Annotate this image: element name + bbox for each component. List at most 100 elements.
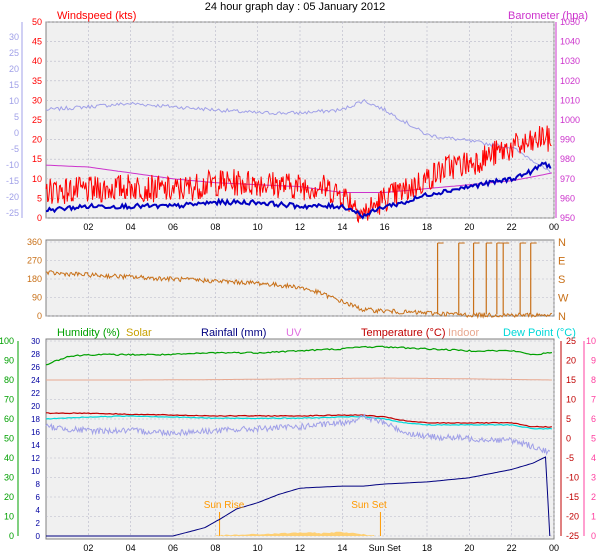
direction-tick: 0 xyxy=(37,311,42,321)
rain-tick: 20 xyxy=(31,402,40,411)
x-tick-label: 02 xyxy=(83,543,93,553)
compass-tick: W xyxy=(558,293,569,305)
humidity-label: Humidity (%) xyxy=(57,327,120,339)
x-tick-label: 22 xyxy=(507,222,517,232)
x-tick-label: 12 xyxy=(295,543,305,553)
rain-tick: 26 xyxy=(31,363,40,372)
temp-tick: -25 xyxy=(566,531,579,541)
temperature-tick: -10 xyxy=(6,160,19,170)
barometer-tick: 1010 xyxy=(560,95,580,105)
x-tick-label: 12 xyxy=(295,222,305,232)
uv-tick: 5 xyxy=(591,434,596,444)
windspeed-tick: 40 xyxy=(32,56,42,66)
temp-tick: 0 xyxy=(566,434,571,444)
temp-tick: 15 xyxy=(566,375,576,385)
barometer-tick: 980 xyxy=(560,154,575,164)
compass-tick: S xyxy=(558,274,565,286)
barometer-tick: 990 xyxy=(560,135,575,145)
rain-tick: 10 xyxy=(31,467,40,476)
windspeed-axis-title: Windspeed (kts) xyxy=(57,10,136,22)
humidity-series xyxy=(45,345,553,366)
uv-label: UV xyxy=(286,327,302,339)
windspeed-tick: 25 xyxy=(32,115,42,125)
barometer-tick: 950 xyxy=(560,213,575,223)
temperature-tick: 0 xyxy=(14,128,19,138)
humidity-tick: 40 xyxy=(4,453,14,463)
temp-tick: -20 xyxy=(566,512,579,522)
windspeed-series xyxy=(45,125,552,224)
uv-tick: 0 xyxy=(591,531,596,541)
x-tick-label: 06 xyxy=(168,222,178,232)
sun-set-label: Sun Set xyxy=(351,500,387,511)
windspeed-tick: 45 xyxy=(32,37,42,47)
barometer-tick: 1020 xyxy=(560,76,580,86)
compass-tick: E xyxy=(558,256,565,268)
rain-tick: 18 xyxy=(31,415,40,424)
solar-label: Solar xyxy=(126,327,152,339)
temperature-panel-axes: 0 -25 010 -20 120 -15 230 -10 340 -5 450 0 560 5 670 10… xyxy=(0,336,596,553)
barometer-tick: 1050 xyxy=(560,17,580,27)
barometer-tick: 1040 xyxy=(560,37,580,47)
barometer-series xyxy=(45,164,553,193)
x-tick-label: 18 xyxy=(422,543,432,553)
x-tick-label: 02 xyxy=(83,222,93,232)
uv-tick: 2 xyxy=(591,492,596,502)
direction-tick: 180 xyxy=(27,274,42,284)
indoor-label: Indoor xyxy=(448,327,480,339)
rain-tick: 30 xyxy=(31,337,40,346)
wind-direction-panel: 0 N 90 W 180 S 270 E 360 N xyxy=(27,237,569,323)
x-tick-label: Sun Set xyxy=(369,543,402,553)
windspeed-tick: 35 xyxy=(32,76,42,86)
temp-tick: -15 xyxy=(566,492,579,502)
rainfall-label: Rainfall (mm) xyxy=(201,327,266,339)
temp-tick: -10 xyxy=(566,473,579,483)
rain-tick: 24 xyxy=(31,376,40,385)
temperature-tick: 25 xyxy=(9,48,19,58)
wind-direction-series xyxy=(45,242,552,320)
humidity-tick: 30 xyxy=(4,473,14,483)
rain-tick: 6 xyxy=(36,493,41,502)
humidity-tick: 100 xyxy=(0,336,14,346)
humidity-tick: 70 xyxy=(4,395,14,405)
x-tick-label: 20 xyxy=(464,222,474,232)
barometer-tick: 960 xyxy=(560,193,575,203)
temp-tick: 25 xyxy=(566,336,576,346)
x-tick-label: 08 xyxy=(210,222,220,232)
windspeed-tick: 20 xyxy=(32,135,42,145)
x-tick-label: 22 xyxy=(507,543,517,553)
rainfall-series xyxy=(46,456,551,537)
direction-tick: 360 xyxy=(27,237,42,247)
temperature-tick: -20 xyxy=(6,192,19,202)
x-tick-label: 00 xyxy=(549,222,559,232)
windspeed-tick: 50 xyxy=(32,17,42,27)
temperature-label: Temperature (°C) xyxy=(361,327,445,339)
direction-tick: 270 xyxy=(27,256,42,266)
windspeed-tick: 0 xyxy=(37,213,42,223)
indoor-series xyxy=(46,377,552,381)
rain-tick: 8 xyxy=(36,480,41,489)
humidity-tick: 0 xyxy=(9,531,14,541)
x-tick-label: 04 xyxy=(126,222,136,232)
temperature-panel-series xyxy=(45,345,553,537)
rain-tick: 4 xyxy=(36,506,41,515)
temp-tick: -5 xyxy=(566,453,574,463)
temperature-tick: 15 xyxy=(9,80,19,90)
humidity-tick: 10 xyxy=(4,512,14,522)
x-tick-label: 10 xyxy=(253,543,263,553)
x-tick-label: 20 xyxy=(464,543,474,553)
uv-tick: 6 xyxy=(591,414,596,424)
temperature-tick: -15 xyxy=(6,176,19,186)
humidity-tick: 60 xyxy=(4,414,14,424)
uv-tick: 7 xyxy=(591,395,596,405)
chart-title: 24 hour graph day : 05 January 2012 xyxy=(205,1,385,13)
wind-panel-series xyxy=(45,98,553,224)
x-tick-label: 08 xyxy=(210,543,220,553)
temperature-tick: 10 xyxy=(9,96,19,106)
temperature-series xyxy=(45,98,552,174)
temp-tick: 20 xyxy=(566,356,576,366)
x-tick-label: 10 xyxy=(253,222,263,232)
rain-tick: 14 xyxy=(31,441,40,450)
wind-direction-series xyxy=(45,270,552,320)
